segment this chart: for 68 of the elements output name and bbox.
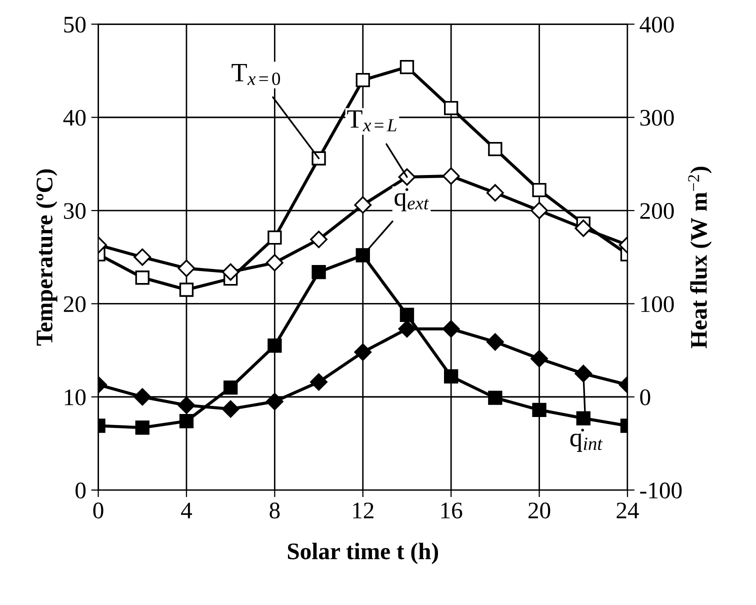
point: [530, 350, 548, 368]
annotation: q̇$_{int}$: [570, 428, 603, 452]
annotation: q̇$_{ext}$: [394, 188, 429, 212]
point: [400, 308, 414, 322]
point: [134, 248, 152, 266]
x-axis-title: Solar time t (h): [288, 542, 438, 564]
point: [444, 369, 458, 384]
x-tick-label: 0: [93, 502, 104, 518]
point: [135, 270, 150, 285]
point: [398, 168, 416, 186]
x-tick-label: 8: [270, 502, 280, 518]
point: [310, 230, 328, 248]
point: [268, 338, 282, 353]
y-tick-label: 50: [64, 16, 86, 33]
y2-tick-label: 100: [641, 296, 674, 312]
x-tick-label: 20: [528, 502, 550, 518]
point: [134, 388, 152, 406]
y2-axis-title: Heat flux (W m$^{−2}$): [688, 166, 712, 348]
y2-tick-label: 300: [640, 110, 674, 126]
y-tick-label: 10: [64, 389, 86, 406]
point: [398, 320, 416, 338]
point: [486, 184, 504, 202]
point: [486, 333, 504, 351]
x-tick-label: 24: [616, 502, 639, 518]
y-tick-label: 20: [64, 296, 86, 312]
x-tick-label: 16: [441, 502, 462, 518]
point: [354, 343, 372, 361]
point: [488, 142, 502, 156]
point: [530, 202, 548, 220]
x-tick-label: 4: [181, 502, 192, 518]
x-tick-label: 12: [353, 502, 374, 518]
point: [310, 373, 328, 391]
point: [532, 182, 546, 198]
point: [356, 73, 370, 88]
annotation: T$_{x=L}$: [347, 110, 396, 132]
y2-tick-label: -100: [640, 482, 682, 498]
point: [574, 220, 592, 237]
point: [312, 151, 326, 166]
point: [135, 420, 150, 435]
y-tick-label: 30: [64, 203, 86, 219]
point: [488, 390, 502, 405]
point: [223, 380, 238, 395]
y2-tick-label: 0: [640, 389, 650, 406]
point: [400, 60, 414, 74]
point: [574, 364, 592, 382]
point: [356, 248, 370, 262]
point: [266, 254, 284, 272]
annotation: T$_{x=0}$: [232, 64, 280, 86]
y-axis-title: Temperature (ºC): [36, 169, 58, 346]
point: [354, 196, 372, 214]
y-tick-label: 0: [76, 482, 86, 498]
point: [442, 167, 460, 185]
point: [268, 230, 282, 245]
point: [222, 400, 240, 418]
point: [532, 402, 546, 418]
point: [576, 411, 590, 426]
y2-tick-label: 400: [640, 16, 674, 33]
point: [178, 396, 196, 414]
y2-tick-label: 200: [640, 203, 674, 219]
y-tick-label: 40: [63, 110, 86, 126]
point: [266, 392, 284, 410]
point: [442, 320, 460, 338]
point: [312, 264, 326, 280]
point: [178, 260, 196, 277]
point: [179, 282, 194, 297]
point: [222, 263, 240, 281]
point: [179, 414, 194, 428]
point: [444, 100, 458, 116]
